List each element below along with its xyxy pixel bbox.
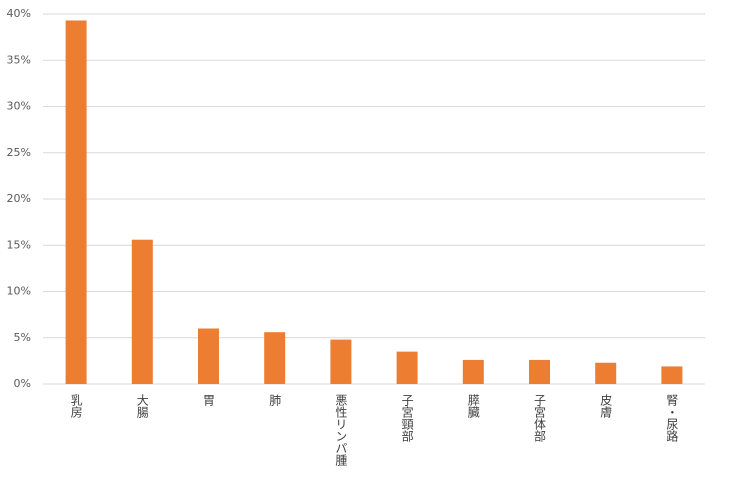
x-tick-label: 子宮体部 — [533, 394, 547, 442]
x-tick-label: 悪性リンパ腫 — [334, 394, 348, 467]
bar — [529, 359, 550, 384]
bar — [595, 362, 617, 384]
bar — [330, 339, 352, 384]
y-tick-label: 10% — [7, 285, 31, 298]
bar — [462, 359, 484, 384]
bar — [65, 20, 87, 384]
y-tick-label: 35% — [7, 53, 31, 66]
x-tick-label: 大腸 — [135, 394, 149, 419]
y-tick-label: 25% — [7, 146, 31, 159]
y-tick-label: 30% — [7, 100, 31, 113]
bar — [198, 328, 219, 384]
bar — [661, 366, 683, 384]
y-tick-label: 15% — [7, 238, 31, 251]
x-tick-label: 腎・尿路 — [665, 394, 679, 443]
bar — [131, 239, 153, 384]
x-tick-label: 皮膚 — [599, 394, 613, 418]
y-tick-label: 20% — [7, 192, 31, 205]
x-tick-label: 膵臓 — [466, 394, 480, 419]
y-tick-label: 40% — [7, 7, 31, 20]
y-tick-label: 5% — [14, 331, 31, 344]
bar — [396, 351, 418, 384]
x-tick-label: 乳房 — [69, 394, 83, 418]
bar — [264, 332, 286, 384]
y-tick-label: 0% — [14, 377, 31, 390]
x-tick-label: 子宮頸部 — [400, 394, 414, 442]
x-tick-label: 胃 — [202, 394, 216, 407]
x-tick-label: 肺 — [268, 394, 282, 407]
